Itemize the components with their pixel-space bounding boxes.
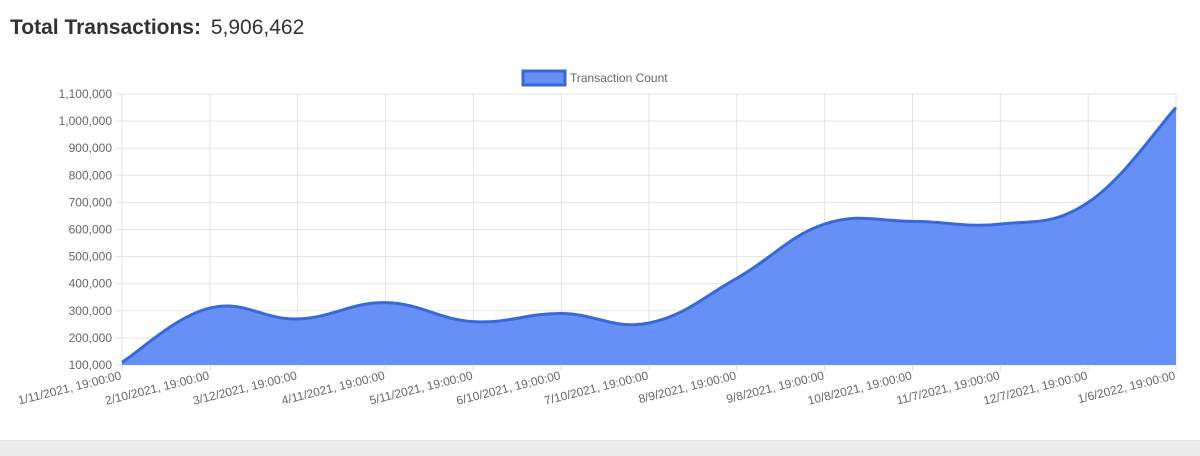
x-tick-label: 8/9/2021, 19:00:00: [637, 368, 738, 406]
series-area-fill: [122, 107, 1176, 366]
y-tick-label: 1,000,000: [59, 114, 113, 128]
x-axis: 1/11/2021, 19:00:002/10/2021, 19:00:003/…: [17, 368, 1177, 407]
y-tick-label: 200,000: [69, 331, 113, 345]
legend-swatch: [521, 69, 567, 87]
chart-legend[interactable]: Transaction Count: [521, 69, 668, 87]
y-tick-label: 300,000: [69, 304, 113, 318]
transaction-count-chart: 100,000 200,000 300,000 400,000 500,000 600,0…: [17, 69, 1178, 408]
y-tick-label: 900,000: [69, 141, 113, 155]
y-axis: 100,000 200,000 300,000 400,000 500,000 600,0…: [59, 87, 113, 372]
x-tick-label: 1/6/2022, 19:00:00: [1076, 368, 1177, 406]
chart-series-area: [121, 106, 1178, 366]
total-transactions-label: Total Transactions:: [10, 16, 201, 39]
y-tick-label: 800,000: [69, 168, 113, 182]
page-header: Total Transactions: 5,906,462: [10, 16, 304, 40]
y-tick-label: 500,000: [69, 250, 113, 264]
series-line: [121, 106, 1178, 364]
y-tick-label: 700,000: [69, 195, 113, 209]
legend-label: Transaction Count: [570, 71, 668, 85]
total-transactions-value: 5,906,462: [210, 16, 305, 39]
bottom-scroll-area: [0, 440, 1200, 456]
y-tick-label: 400,000: [69, 277, 113, 291]
y-tick-label: 1,100,000: [59, 87, 113, 101]
y-tick-label: 100,000: [69, 358, 113, 372]
y-tick-label: 600,000: [69, 223, 113, 237]
